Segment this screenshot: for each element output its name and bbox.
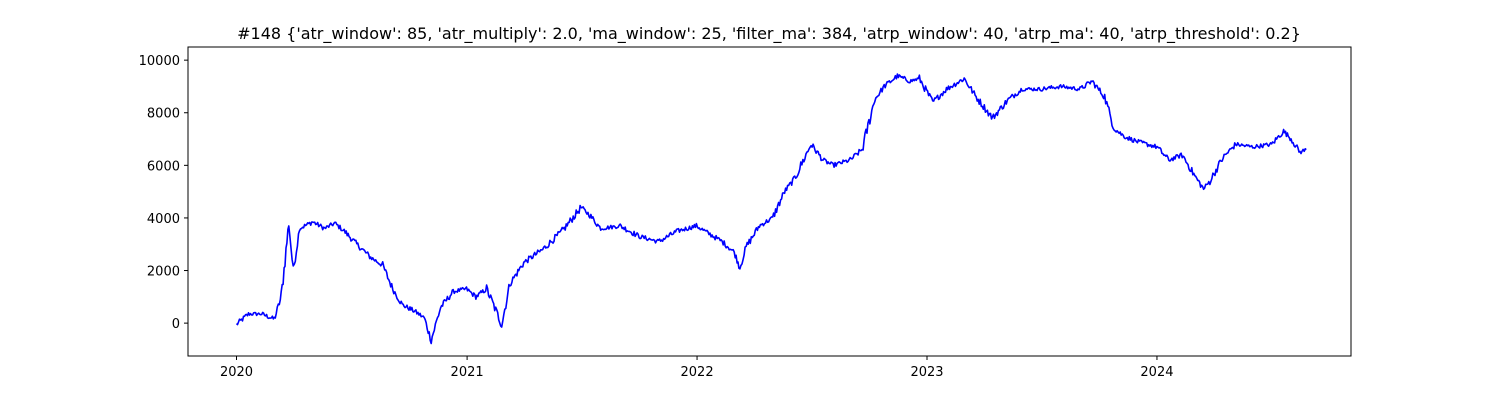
plot-area: 0 2000 4000 6000 8000 10000 2020 2021 2022 2023 20… — [139, 46, 1352, 380]
x-tick-label: 2022 — [681, 365, 714, 380]
y-tick-label: 0 — [172, 317, 180, 332]
x-tick-label: 2021 — [451, 365, 484, 380]
chart-title: #148 {'atr_window': 85, 'atr_multiply': … — [237, 24, 1301, 44]
y-tick-label: 10000 — [139, 54, 180, 69]
x-tick-label: 2024 — [1140, 365, 1173, 380]
y-tick-label: 6000 — [147, 159, 180, 174]
x-tick-label: 2023 — [910, 365, 943, 380]
series-line — [235, 73, 1307, 345]
y-tick-label: 4000 — [147, 212, 180, 227]
y-tick-label: 2000 — [147, 265, 180, 280]
axes-frame — [187, 46, 1352, 357]
y-tick-label: 8000 — [147, 107, 180, 122]
x-tick-label: 2020 — [220, 365, 253, 380]
